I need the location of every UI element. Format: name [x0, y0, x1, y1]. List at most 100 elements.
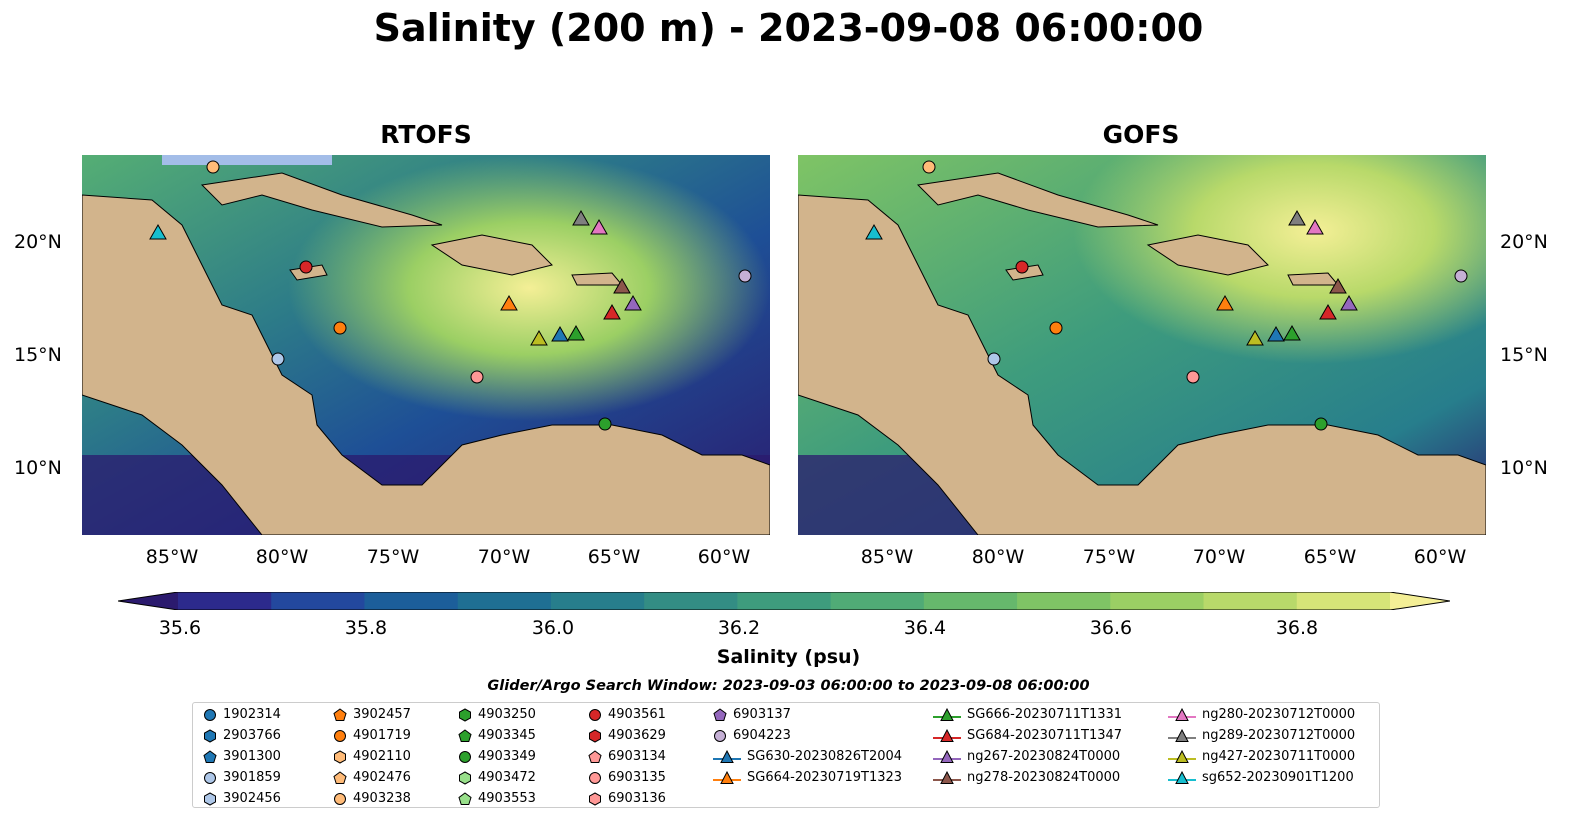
- legend-item: ng289-20230712T0000: [1168, 725, 1355, 746]
- colorbar-label: Salinity (psu): [716, 646, 861, 668]
- lon-label-rtofs-60: 60°W: [697, 546, 751, 568]
- colorbar-segment: [737, 592, 832, 610]
- markers-rtofs: [149, 160, 752, 431]
- legend-item-label: 4903238: [353, 791, 411, 806]
- legend-item: 1902314: [203, 704, 281, 725]
- legend-item: 4903629: [588, 725, 666, 746]
- legend-item: 6904223: [713, 725, 791, 746]
- pentagon-marker-icon: [458, 728, 472, 742]
- legend-item: ng280-20230712T0000: [1168, 704, 1355, 725]
- cb-tick: 36.8: [1275, 617, 1319, 639]
- legend-item: 4903238: [333, 788, 411, 809]
- legend-item-label: ng427-20230711T0000: [1202, 749, 1356, 764]
- legend-item: ng267-20230824T0000: [933, 746, 1120, 767]
- legend-item: sg652-20230901T1200: [1168, 767, 1354, 788]
- legend-item-label: 4902476: [353, 770, 411, 785]
- colorbar-segment: [364, 592, 459, 610]
- legend-item-label: 4903553: [478, 791, 536, 806]
- circle-marker-icon: [204, 708, 216, 721]
- legend-item: 4903250: [458, 704, 536, 725]
- cb-tick: 36.2: [717, 617, 761, 639]
- colorbar-segment: [923, 592, 1018, 610]
- pentagon-marker-icon: [333, 770, 347, 784]
- legend-item-label: 3902457: [353, 707, 411, 722]
- lat-label-left-20: 20°N: [14, 231, 62, 253]
- lon-label-gofs-80: 80°W: [971, 546, 1025, 568]
- cb-tick: 36.4: [903, 617, 947, 639]
- legend-item-label: 3902456: [223, 791, 281, 806]
- pentagon-marker-icon: [333, 707, 347, 721]
- legend-item-label: ng280-20230712T0000: [1202, 707, 1356, 722]
- cb-tick: 36.0: [531, 617, 575, 639]
- legend-item: 4903349: [458, 746, 536, 767]
- legend-item-label: 3901300: [223, 749, 281, 764]
- legend-item: 6903136: [588, 788, 666, 809]
- legend-item-label: SG630-20230826T2004: [747, 749, 903, 764]
- lon-label-gofs-70: 70°W: [1192, 546, 1246, 568]
- pentagon-marker-icon: [713, 707, 727, 721]
- legend-item: 4902110: [333, 746, 411, 767]
- colorbar-segment: [1296, 592, 1391, 610]
- legend-item: 3902456: [203, 788, 281, 809]
- lon-label-rtofs-70: 70°W: [477, 546, 531, 568]
- circle-marker-icon: [459, 750, 471, 763]
- legend-item-label: 6903135: [608, 770, 666, 785]
- lat-label-right-10: 10°N: [1500, 457, 1548, 479]
- colorbar-segment: [178, 592, 272, 610]
- circle-marker-icon: [589, 708, 601, 721]
- colorbar-segment: [1203, 592, 1298, 610]
- triangle-marker-icon: [1168, 749, 1196, 763]
- legend-item-label: ng289-20230712T0000: [1202, 728, 1356, 743]
- cb-tick: 36.6: [1089, 617, 1133, 639]
- cb-tick: 35.8: [344, 617, 388, 639]
- legend-item: 6903137: [713, 704, 791, 725]
- colorbar-extend-high: [1390, 592, 1450, 610]
- legend-item: SG684-20230711T1347: [933, 725, 1122, 746]
- rtofs-map: [82, 155, 770, 535]
- legend-item: 3902457: [333, 704, 411, 725]
- legend-item-label: 4903629: [608, 728, 666, 743]
- colorbar: [118, 592, 1450, 610]
- colorbar-segment: [830, 592, 925, 610]
- legend-item: 6903134: [588, 746, 666, 767]
- legend-item: 4903472: [458, 767, 536, 788]
- legend-item-label: 6903134: [608, 749, 666, 764]
- colorbar-segment: [550, 592, 645, 610]
- triangle-marker-icon: [713, 770, 741, 784]
- hexagon-marker-icon: [459, 707, 471, 722]
- legend-item: ng278-20230824T0000: [933, 767, 1120, 788]
- hexagon-marker-icon: [334, 749, 346, 764]
- legend-item: 4901719: [333, 725, 411, 746]
- legend-item: 4903561: [588, 704, 666, 725]
- search-window-caption: Glider/Argo Search Window: 2023-09-03 06…: [487, 678, 1090, 694]
- pentagon-marker-icon: [458, 791, 472, 805]
- legend-item-label: ng267-20230824T0000: [967, 749, 1121, 764]
- legend-item-label: 4901719: [353, 728, 411, 743]
- colorbar-segment: [271, 592, 365, 610]
- legend-item: SG666-20230711T1331: [933, 704, 1122, 725]
- hexagon-marker-icon: [459, 770, 471, 785]
- legend-item-label: SG664-20230719T1323: [747, 770, 903, 785]
- circle-marker-icon: [334, 729, 346, 742]
- legend-item-label: 2903766: [223, 728, 281, 743]
- legend-item-label: sg652-20230901T1200: [1202, 770, 1354, 785]
- legend-item: 4903345: [458, 725, 536, 746]
- circle-marker-icon: [334, 792, 346, 805]
- gofs-map: [798, 155, 1486, 535]
- legend-item-label: SG666-20230711T1331: [967, 707, 1123, 722]
- legend-item-label: 6903136: [608, 791, 666, 806]
- legend-item: 3901859: [203, 767, 281, 788]
- triangle-marker-icon: [933, 749, 961, 763]
- pentagon-marker-icon: [203, 749, 217, 763]
- colorbar-segment: [1017, 592, 1111, 610]
- lat-label-right-15: 15°N: [1500, 344, 1548, 366]
- legend-item: 3901300: [203, 746, 281, 767]
- colorbar-extend-low: [118, 592, 178, 610]
- lon-label-gofs-85: 85°W: [860, 546, 914, 568]
- legend-item-label: 4902110: [353, 749, 411, 764]
- legend-item-label: 3901859: [223, 770, 281, 785]
- legend-item-label: 4903472: [478, 770, 536, 785]
- legend-item: 6903135: [588, 767, 666, 788]
- lon-label-rtofs-85: 85°W: [145, 546, 199, 568]
- triangle-marker-icon: [1168, 707, 1196, 721]
